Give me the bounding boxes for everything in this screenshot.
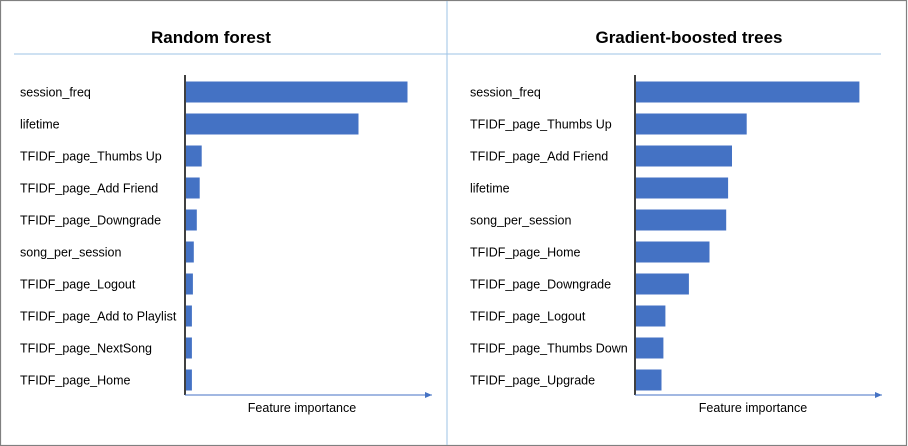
bar xyxy=(636,145,732,167)
category-label: TFIDF_page_Add to Playlist xyxy=(20,310,177,324)
category-label: TFIDF_page_Home xyxy=(470,246,581,260)
category-label: TFIDF_page_Logout xyxy=(470,310,586,324)
category-label: TFIDF_page_Thumbs Down xyxy=(470,342,628,356)
category-labels: session_freq lifetime TFIDF_page_Thumbs Up… xyxy=(20,86,177,388)
x-axis-title: Feature importance xyxy=(248,401,356,415)
bar xyxy=(636,113,747,135)
category-labels: session_freq TFIDF_page_Thumbs Up TFIDF_pa… xyxy=(470,86,628,388)
bar-series xyxy=(636,81,860,391)
category-label: session_freq xyxy=(470,86,541,100)
category-label: TFIDF_page_Home xyxy=(20,374,131,388)
bar xyxy=(636,369,662,391)
category-label: lifetime xyxy=(470,182,510,196)
category-label: TFIDF_page_Add Friend xyxy=(20,182,158,196)
category-label: song_per_session xyxy=(20,246,122,260)
bar xyxy=(186,305,192,327)
bar xyxy=(186,81,408,103)
category-label: TFIDF_page_NextSong xyxy=(20,342,152,356)
bar-series xyxy=(186,81,408,391)
bar xyxy=(186,145,202,167)
panel-random-forest: Random forest session_freq lifetime TFIDF_… xyxy=(20,28,432,415)
bar xyxy=(186,369,192,391)
bar xyxy=(636,177,729,199)
bar xyxy=(636,337,664,359)
category-label: song_per_session xyxy=(470,214,572,228)
bar xyxy=(186,209,197,231)
category-label: TFIDF_page_Upgrade xyxy=(470,374,595,388)
category-label: session_freq xyxy=(20,86,91,100)
bar xyxy=(636,305,666,327)
category-label: TFIDF_page_Logout xyxy=(20,278,136,292)
category-label: TFIDF_page_Downgrade xyxy=(20,214,161,228)
chart-title: Gradient-boosted trees xyxy=(595,28,782,47)
chart-title: Random forest xyxy=(151,28,271,47)
bar xyxy=(186,273,193,295)
category-label: TFIDF_page_Thumbs Up xyxy=(470,118,612,132)
bar xyxy=(636,273,689,295)
x-axis-title: Feature importance xyxy=(699,401,807,415)
bar xyxy=(186,177,200,199)
category-label: TFIDF_page_Downgrade xyxy=(470,278,611,292)
bar xyxy=(186,337,192,359)
bar xyxy=(636,81,860,103)
bar xyxy=(186,113,359,135)
bar xyxy=(636,241,710,263)
category-label: lifetime xyxy=(20,118,60,132)
bar xyxy=(186,241,194,263)
category-label: TFIDF_page_Thumbs Up xyxy=(20,150,162,164)
panel-gradient-boosted-trees: Gradient-boosted trees session_freq TFIDF… xyxy=(470,28,882,415)
category-label: TFIDF_page_Add Friend xyxy=(470,150,608,164)
bar xyxy=(636,209,727,231)
